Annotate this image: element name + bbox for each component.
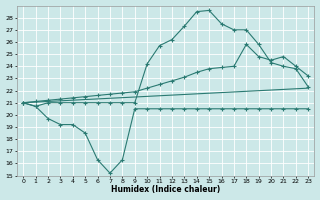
X-axis label: Humidex (Indice chaleur): Humidex (Indice chaleur) <box>111 185 220 194</box>
